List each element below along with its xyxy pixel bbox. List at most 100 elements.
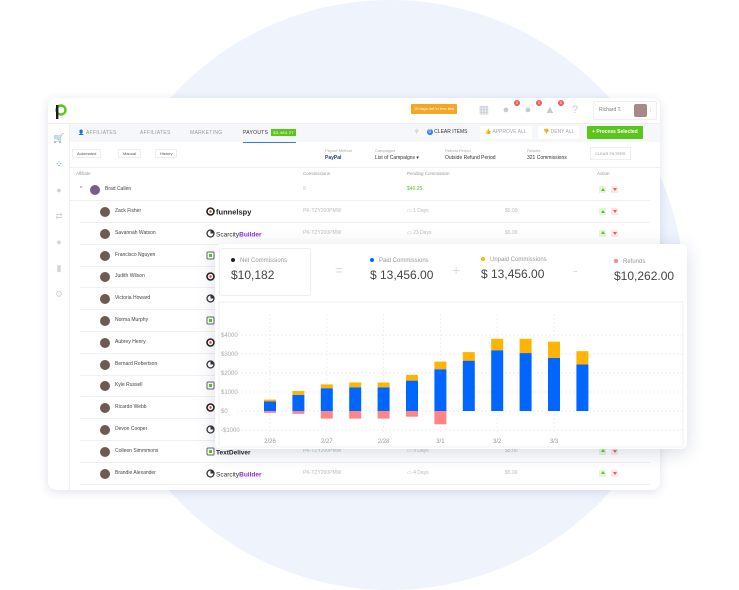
clear-filters-button[interactable]: CLEAR FILTERS: [590, 147, 631, 160]
parent-row[interactable]: ^ Brad Callen 9 $46.25: [70, 179, 650, 201]
unpaid-bar: [264, 399, 276, 402]
deny-all-button[interactable]: 👎 DENY ALL: [538, 126, 580, 139]
campaign-logo: [206, 207, 252, 216]
days: ▭ 23 Days: [407, 229, 432, 236]
deny-icon[interactable]: [611, 186, 618, 193]
refund-bar: [292, 411, 305, 414]
badge: 0: [536, 100, 542, 106]
deny-icon[interactable]: [611, 229, 618, 237]
days: ▭ 1 Days: [407, 208, 429, 214]
avatar: [100, 359, 110, 370]
table-row[interactable]: Colleen Simmmons PK-TZY200PMW ▭ 9 Days $…: [80, 441, 650, 463]
tab-marketing[interactable]: MARKETING: [190, 130, 223, 136]
transfer-icon[interactable]: ⇄: [55, 211, 63, 221]
payout-method-filter[interactable]: Payout Method PayPal: [325, 148, 352, 161]
clear-items-button[interactable]: 0 CLEAR ITEMS: [427, 129, 468, 135]
affiliate-name: Brandie Alexander: [115, 469, 156, 476]
filters: Automated Manual History Payout Method Pa…: [70, 142, 660, 166]
process-selected-button[interactable]: + Process Selected: [587, 126, 643, 139]
refund-bar: [434, 411, 447, 425]
y-tick-label: $2000: [221, 371, 238, 377]
chat-icon[interactable]: ● 0: [524, 100, 542, 116]
unpaid-bar: [292, 391, 305, 395]
affiliate-name: Devon Cooper: [115, 426, 148, 432]
approve-icon[interactable]: [599, 208, 606, 215]
x-tick-label: 3/3: [550, 439, 559, 445]
avatar: [100, 228, 110, 239]
deny-icon[interactable]: [611, 469, 618, 477]
avatar: [100, 250, 110, 261]
affiliate-name: Kyle Russell: [115, 382, 143, 389]
affiliate-name: Zack Fisher: [115, 208, 142, 214]
unpaid-bar: [519, 338, 532, 354]
unpaid-bar: [548, 341, 560, 358]
commissions: 9: [303, 186, 306, 192]
commissions-chart-card: Net Commissions $10,182 = Paid Commission…: [215, 244, 687, 449]
affiliates-icon[interactable]: ⁘: [55, 159, 63, 169]
tabs: 👤 AFFILIATES AFFILIATES MARKETING PAYOUT…: [70, 124, 660, 143]
avatar: [90, 185, 100, 195]
col-affiliate[interactable]: Affiliate: [76, 171, 91, 176]
user-menu[interactable]: Richard T. ⋮: [593, 101, 657, 120]
unpaid-bar: [406, 374, 418, 381]
avatar: [634, 104, 647, 117]
affiliate-name: Aubrey Henry: [115, 338, 146, 345]
approve-icon[interactable]: [599, 469, 606, 477]
users-icon[interactable]: ●: [56, 185, 62, 195]
avatar: [100, 294, 110, 305]
help-icon[interactable]: ?: [571, 104, 579, 116]
amount: $5.00: [505, 469, 518, 476]
search-icon[interactable]: ⚲: [415, 129, 419, 135]
user-icon[interactable]: ● 0: [502, 100, 520, 116]
affiliate-name: Judith Wilson: [115, 273, 145, 280]
campaigns-filter[interactable]: Campaigns List of Campaigns ▾: [375, 148, 419, 161]
campaign-logo: [206, 468, 262, 478]
automated-button[interactable]: Automated: [72, 149, 102, 158]
approve-icon[interactable]: [599, 229, 606, 237]
cart-icon[interactable]: 🛒: [53, 133, 65, 143]
approve-icon[interactable]: [599, 186, 606, 193]
affiliate-name: Savannah Watson: [115, 229, 156, 236]
bulb-icon[interactable]: ●: [56, 237, 62, 247]
avatar: [100, 425, 110, 435]
tab-affiliates-header[interactable]: 👤 AFFILIATES: [78, 130, 117, 136]
tab-affiliates[interactable]: AFFILIATES: [140, 130, 171, 136]
deny-icon[interactable]: [611, 208, 618, 215]
paid-bar: [406, 380, 418, 411]
manual-button[interactable]: Manual: [118, 149, 142, 158]
bell-icon[interactable]: ▲ 0: [544, 100, 564, 116]
table-row[interactable]: Brandie Alexander PK-TZY200PMW ▭ 4 Days …: [80, 463, 650, 485]
avatar: [100, 316, 110, 326]
approve-all-button[interactable]: 👍 APPROVE ALL: [480, 126, 532, 139]
col-commissions[interactable]: Commissions: [303, 171, 331, 176]
affiliate-name: Bernard Robertson: [115, 360, 158, 367]
history-button[interactable]: History: [155, 149, 178, 158]
col-pending[interactable]: Pending Commission: [407, 171, 450, 176]
paid-bar: [491, 350, 504, 411]
chart-icon[interactable]: ▮: [56, 263, 62, 273]
unpaid-bar: [462, 352, 475, 361]
table-row[interactable]: Savannah Watson PK-TZY200PMW ▭ 23 Days $…: [80, 223, 650, 245]
approve-icon[interactable]: [599, 447, 606, 455]
refund-period-filter[interactable]: Refund Period Outside Refund Period: [445, 148, 496, 161]
y-tick-label: $4000: [221, 333, 238, 339]
gear-icon[interactable]: ⚙: [54, 289, 64, 299]
tab-payouts[interactable]: PAYOUTS $3,483.27: [243, 124, 296, 143]
deny-icon[interactable]: [611, 447, 618, 455]
bar-chart: -$1000 $0 $1000 $2000 $3000 $4000 2/26 2/27 2/28…: [218, 301, 684, 448]
amount: $5.00: [505, 229, 518, 236]
plot-area: [218, 301, 684, 448]
campaign-logo: [206, 446, 256, 456]
trial-badge[interactable]: 10 days left in free trial: [411, 104, 458, 114]
store-icon[interactable]: ▦: [478, 104, 490, 116]
equals-sign: =: [335, 262, 344, 278]
collapse-icon[interactable]: ^: [80, 186, 83, 192]
more-icon[interactable]: ⋮: [648, 107, 653, 113]
code: PK-TZY200PMW: [303, 447, 342, 454]
unpaid-commissions: Unpaid Commissions $ 13,456.00: [481, 257, 547, 281]
affiliate-name: Norma Murphy: [115, 317, 149, 323]
x-tick-label: 2/26: [264, 439, 276, 445]
x-tick-label: 3/2: [493, 439, 502, 445]
col-action[interactable]: Action: [597, 171, 610, 176]
table-row[interactable]: Zack Fisher PK-TZY200PMW ▭ 1 Days $5.00: [80, 201, 650, 223]
